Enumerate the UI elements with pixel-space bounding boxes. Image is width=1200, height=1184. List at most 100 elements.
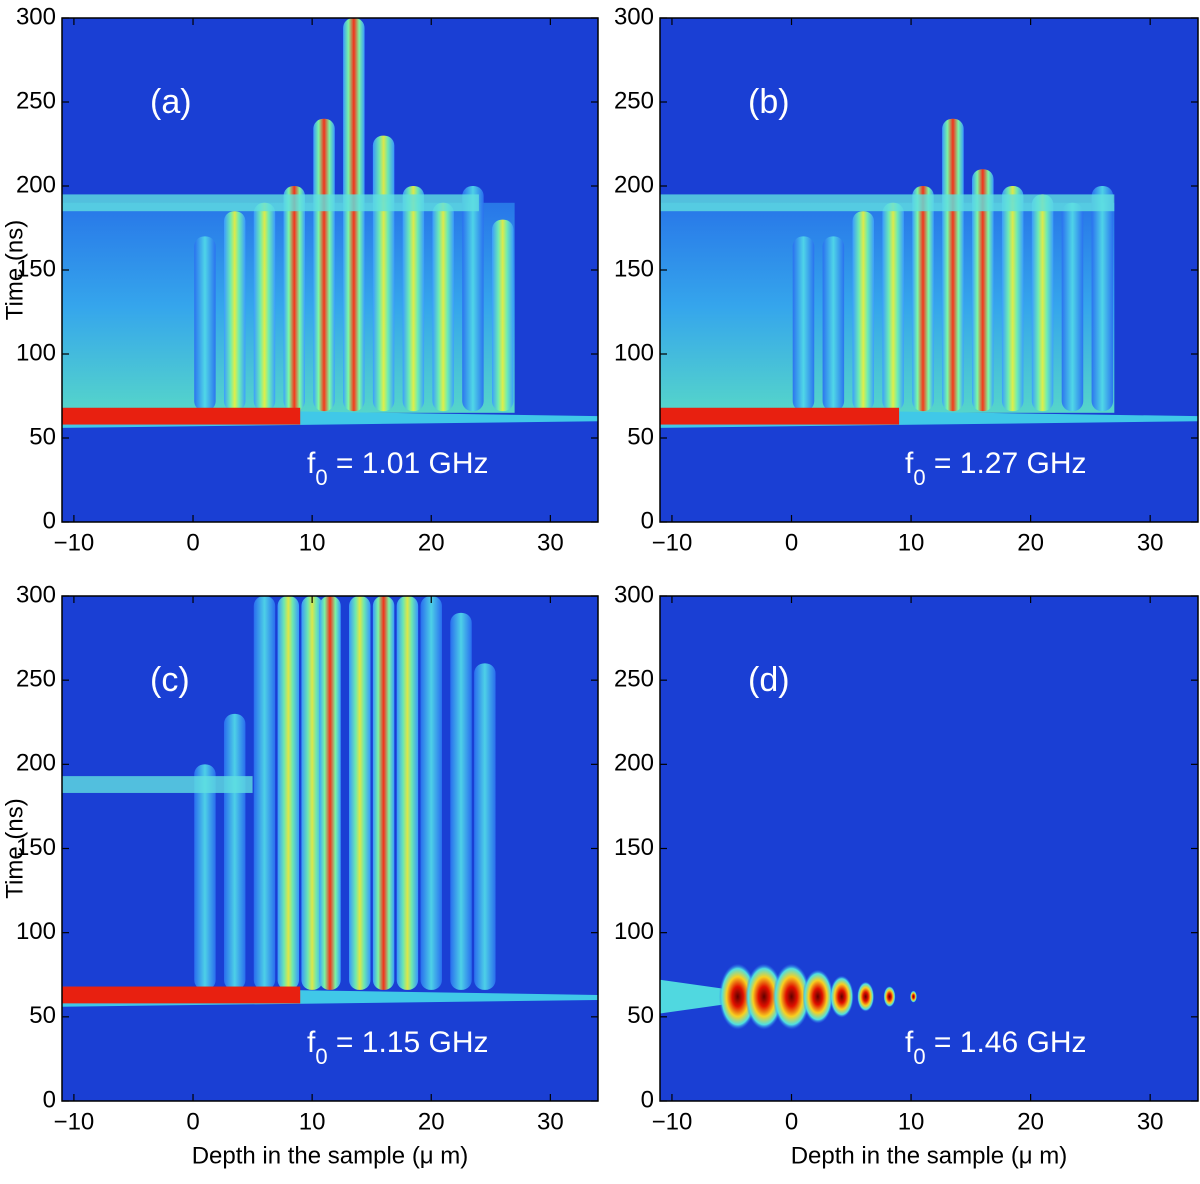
heatmap-band-hot	[660, 407, 900, 425]
y-tick-label: 300	[16, 3, 56, 30]
x-tick-label: 20	[418, 529, 445, 556]
annotation-rest: = 1.27 GHz	[926, 447, 1087, 480]
heatmap-band-hot	[62, 986, 301, 1004]
y-tick-label: 250	[614, 87, 654, 114]
x-tick-label: 30	[537, 529, 564, 556]
heatmap-column	[194, 764, 216, 990]
heatmap-streak	[62, 776, 253, 793]
heatmap-column	[420, 596, 442, 990]
heatmap-column	[972, 169, 994, 412]
heatmap-column	[223, 713, 246, 990]
x-tick-label: 20	[1017, 529, 1044, 556]
heatmap-column	[277, 596, 300, 990]
x-tick-label: 30	[1137, 529, 1164, 556]
heatmap-column	[301, 596, 323, 990]
heatmap-column	[450, 612, 472, 990]
heatmap-blob	[857, 981, 875, 1012]
heatmap-column	[942, 118, 964, 412]
y-tick-label: 100	[16, 339, 56, 366]
heatmap-column	[882, 202, 904, 412]
x-tick-label: 30	[1137, 1108, 1164, 1135]
heatmap	[62, 596, 598, 1007]
x-tick-label: 10	[299, 529, 326, 556]
x-axis-label: Depth in the sample (μ m)	[192, 1142, 469, 1169]
heatmap-column	[792, 236, 815, 412]
annotation-sub: 0	[315, 1044, 327, 1069]
x-tick-label: 10	[299, 1108, 326, 1135]
heatmap-blob	[772, 963, 811, 1030]
y-tick-label: 100	[614, 339, 654, 366]
heatmap-column	[1031, 194, 1054, 412]
heatmap-blob	[883, 986, 896, 1008]
heatmap-blob	[745, 963, 783, 1030]
y-tick-label: 250	[16, 666, 56, 693]
y-tick-label: 50	[29, 1002, 56, 1029]
heatmap-column	[283, 186, 305, 412]
heatmap-column	[1001, 186, 1024, 412]
x-tick-label: 0	[785, 529, 798, 556]
annotation: f0 = 1.46 GHz	[905, 1026, 1087, 1069]
annotation: f0 = 1.15 GHz	[307, 1026, 489, 1069]
annotation-rest: = 1.15 GHz	[328, 1026, 489, 1059]
heatmap-column	[194, 236, 216, 412]
panel-label: (b)	[748, 83, 790, 121]
y-tick-label: 0	[43, 507, 56, 534]
heatmap-streak	[660, 194, 1115, 212]
annotation-sub: 0	[315, 465, 327, 490]
heatmap-column	[253, 202, 276, 412]
x-tick-label: 30	[537, 1108, 564, 1135]
heatmap-column	[349, 596, 371, 990]
y-axis-label: Time (ns)	[1, 798, 28, 898]
y-tick-label: 0	[641, 507, 654, 534]
y-tick-label: 250	[614, 666, 654, 693]
x-tick-label: −10	[652, 529, 693, 556]
x-tick-label: 10	[898, 1108, 925, 1135]
y-tick-label: 50	[627, 423, 654, 450]
x-axis-label: Depth in the sample (μ m)	[791, 1142, 1068, 1169]
annotation: f0 = 1.01 GHz	[307, 447, 489, 490]
heatmap	[62, 18, 598, 428]
y-tick-label: 150	[16, 255, 56, 282]
heatmap-column	[432, 202, 454, 412]
x-tick-label: 10	[898, 529, 925, 556]
y-tick-label: 200	[614, 171, 654, 198]
y-tick-label: 100	[614, 918, 654, 945]
annotation-rest: = 1.46 GHz	[926, 1026, 1087, 1059]
heatmap-column	[343, 18, 365, 412]
heatmap-blob	[719, 963, 757, 1030]
panel-label: (d)	[748, 661, 790, 699]
x-tick-label: −10	[652, 1108, 693, 1135]
heatmap-column	[462, 186, 484, 412]
x-tick-label: 20	[1017, 1108, 1044, 1135]
annotation-sub: 0	[913, 1044, 925, 1069]
annotation-f: f	[905, 447, 914, 480]
heatmap-column	[1091, 186, 1114, 412]
y-axis-label: Time (ns)	[1, 220, 28, 320]
y-tick-label: 100	[16, 918, 56, 945]
y-tick-label: 300	[16, 581, 56, 608]
y-tick-label: 200	[16, 171, 56, 198]
y-tick-label: 150	[614, 255, 654, 282]
annotation-f: f	[307, 1026, 316, 1059]
y-tick-label: 50	[29, 423, 56, 450]
heatmap-band	[660, 979, 732, 1014]
y-tick-label: 150	[614, 834, 654, 861]
heatmap-column	[396, 596, 419, 990]
y-tick-label: 150	[16, 834, 56, 861]
y-tick-label: 300	[614, 581, 654, 608]
y-tick-label: 50	[627, 1002, 654, 1029]
annotation-rest: = 1.01 GHz	[328, 447, 489, 480]
annotation: f0 = 1.27 GHz	[905, 447, 1087, 490]
annotation-f: f	[905, 1026, 914, 1059]
y-tick-label: 250	[16, 87, 56, 114]
heatmap-blob	[910, 990, 917, 1003]
annotation-sub: 0	[913, 465, 925, 490]
heatmap	[660, 118, 1198, 428]
heatmap-blob	[829, 975, 854, 1018]
heatmap-blob	[802, 969, 834, 1024]
heatmap-band-hot	[62, 407, 301, 425]
